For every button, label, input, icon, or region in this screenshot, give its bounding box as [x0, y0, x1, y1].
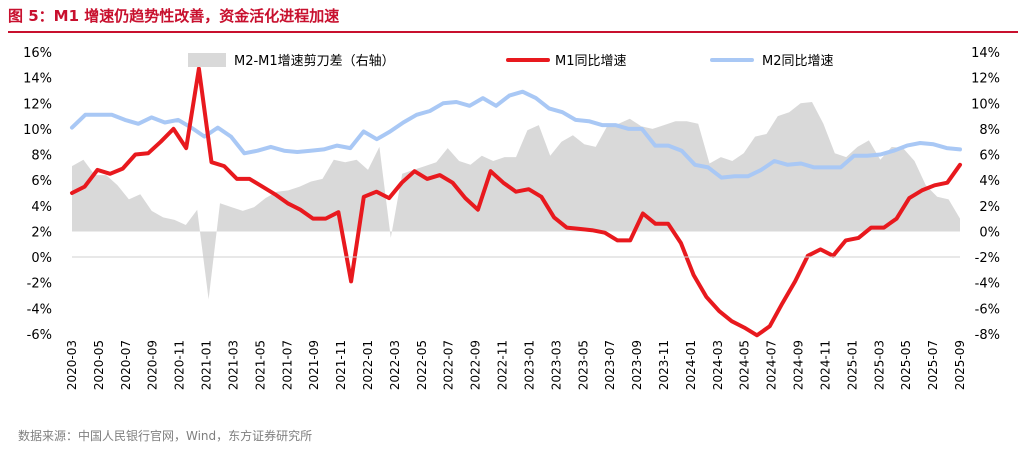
right-tick-label: -4% [975, 277, 1000, 292]
legend-label-m2: M2同比增速 [762, 54, 834, 69]
legend: M2-M1增速剪刀差（右轴） M1同比增速 M2同比增速 [188, 53, 834, 69]
x-tick-label: 2022-05 [415, 340, 429, 390]
right-tick-label: -2% [975, 251, 1000, 266]
m2-line-layer [70, 89, 962, 180]
x-tick-label: 2022-01 [361, 340, 375, 390]
legend-label-m1: M1同比增速 [555, 54, 627, 69]
m2-line [70, 89, 962, 180]
x-tick-label: 2025-01 [845, 340, 859, 390]
x-tick-label: 2024-01 [684, 340, 698, 390]
right-tick-label: -6% [975, 302, 1000, 317]
right-tick-label: 8% [979, 123, 1000, 138]
m1-line-layer [70, 66, 962, 338]
left-tick-label: 8% [31, 149, 52, 164]
legend-swatch-gap [188, 53, 226, 67]
x-tick-label: 2022-11 [496, 340, 510, 390]
x-tick-label: 2022-03 [388, 340, 402, 390]
x-tick-label: 2020-09 [146, 340, 160, 390]
left-tick-label: 16% [23, 46, 52, 61]
x-tick-label: 2025-09 [953, 340, 967, 390]
x-tick-label: 2020-11 [173, 340, 187, 390]
right-tick-label: 4% [979, 174, 1000, 189]
left-axis: 16% 14% 12% 10% 8% 6% 4% 2% 0% -2% -4% -6% [23, 46, 52, 343]
x-tick-label: 2024-03 [711, 340, 725, 390]
left-tick-label: 6% [31, 174, 52, 189]
right-tick-label: 12% [971, 72, 1000, 87]
x-tick-label: 2024-07 [765, 340, 779, 390]
left-tick-label: 12% [23, 97, 52, 112]
right-tick-label: -8% [975, 328, 1000, 343]
x-tick-label: 2025-03 [872, 340, 886, 390]
legend-label-gap: M2-M1增速剪刀差（右轴） [234, 53, 395, 69]
x-tick-label: 2024-09 [792, 340, 806, 390]
m1-line [70, 66, 962, 338]
source-note: 数据来源：中国人民银行官网，Wind，东方证券研究所 [18, 429, 313, 443]
right-axis: 14% 12% 10% 8% 6% 4% 2% 0% -2% -4% -6% -8% [971, 46, 1000, 343]
left-tick-label: 10% [23, 123, 52, 138]
x-tick-label: 2023-03 [549, 340, 563, 390]
x-tick-label: 2020-05 [92, 340, 106, 390]
x-tick-label: 2025-07 [926, 340, 940, 390]
right-tick-label: 14% [971, 46, 1000, 61]
x-tick-label: 2021-11 [334, 340, 348, 390]
x-tick-label: 2021-03 [227, 340, 241, 390]
x-tick-label: 2024-05 [738, 340, 752, 390]
x-tick-label: 2023-09 [630, 340, 644, 390]
left-tick-label: 4% [31, 200, 52, 215]
x-tick-label: 2023-07 [603, 340, 617, 390]
left-tick-label: -4% [27, 302, 52, 317]
right-tick-label: 6% [979, 149, 1000, 164]
x-tick-label: 2020-07 [119, 340, 133, 390]
x-tick-label: 2021-07 [280, 340, 294, 390]
x-tick-label: 2021-05 [253, 340, 267, 390]
left-tick-label: 0% [31, 251, 52, 266]
gap-area-layer [72, 102, 960, 300]
x-axis: 2020-03 2020-05 2020-07 2020-09 2020-11 2021-… [65, 340, 967, 390]
x-tick-label: 2023-01 [523, 340, 537, 390]
left-tick-label: -6% [27, 328, 52, 343]
x-tick-label: 2020-03 [65, 340, 79, 390]
title-rule [8, 31, 1018, 33]
x-tick-label: 2023-05 [576, 340, 590, 390]
x-tick-label: 2021-09 [307, 340, 321, 390]
chart-title: 图 5：M1 增速仍趋势性改善，资金活化进程加速 [8, 7, 340, 25]
right-tick-label: 2% [979, 200, 1000, 215]
left-tick-label: 14% [23, 72, 52, 87]
left-tick-label: 2% [31, 226, 52, 241]
left-tick-label: -2% [27, 277, 52, 292]
x-tick-label: 2022-07 [442, 340, 456, 390]
x-tick-label: 2025-05 [899, 340, 913, 390]
right-tick-label: 10% [971, 97, 1000, 112]
gap-area [72, 102, 960, 300]
x-tick-label: 2021-01 [200, 340, 214, 390]
x-tick-label: 2022-09 [469, 340, 483, 390]
x-tick-label: 2023-11 [657, 340, 671, 390]
x-tick-label: 2024-11 [819, 340, 833, 390]
right-tick-label: 0% [979, 226, 1000, 241]
